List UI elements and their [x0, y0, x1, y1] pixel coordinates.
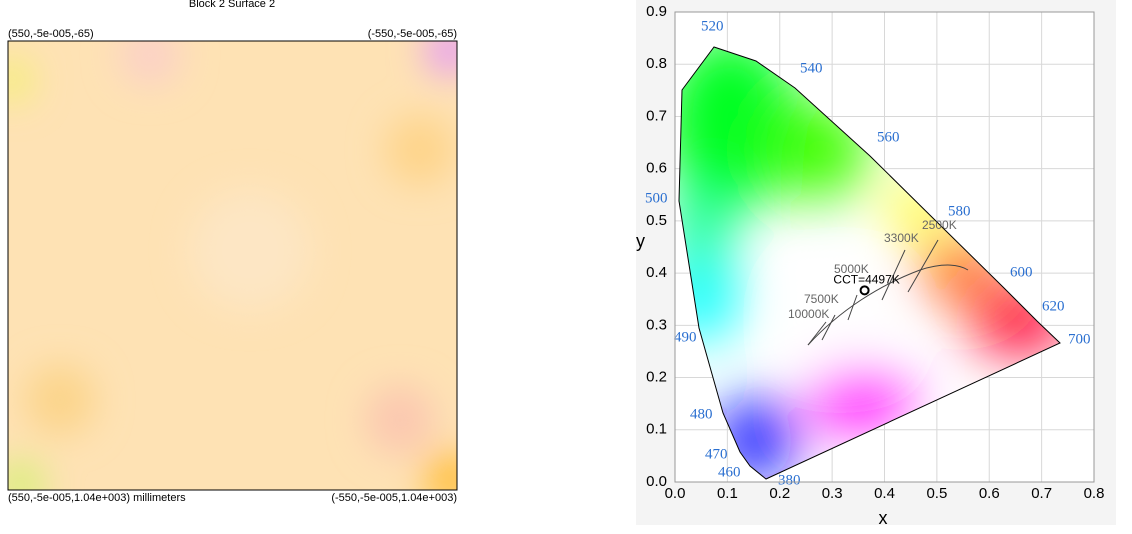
- panel-title: Block 2 Surface 2: [189, 0, 275, 10]
- x-tick-label: 0.8: [1084, 485, 1105, 502]
- y-tick-label: 0.7: [646, 107, 667, 124]
- x-tick-label: 0.5: [926, 485, 947, 502]
- wavelength-label: 500: [645, 190, 668, 206]
- wavelength-label: 600: [1010, 264, 1033, 280]
- x-tick-label: 0.7: [1031, 485, 1052, 502]
- wavelength-label: 460: [718, 464, 741, 480]
- wavelength-label: 480: [690, 406, 713, 422]
- y-tick-label: 0.6: [646, 160, 667, 177]
- wavelength-label: 620: [1042, 298, 1065, 314]
- x-tick-label: 0.2: [769, 485, 790, 502]
- corner-label: (550,-5e-005,-65): [8, 28, 94, 40]
- y-tick-label: 0.9: [646, 3, 667, 20]
- wavelength-label: 540: [800, 60, 823, 76]
- wavelength-label: 520: [701, 18, 724, 34]
- y-axis-label: y: [636, 231, 645, 251]
- corner-label: (-550,-5e-005,-65): [368, 28, 457, 40]
- planckian-locus: [807, 264, 969, 346]
- isotherms: [807, 239, 939, 346]
- y-tick-label: 0.3: [646, 316, 667, 333]
- y-tick-label: 0.5: [646, 212, 667, 229]
- panel-frame: [7, 40, 458, 491]
- y-tick-label: 0.4: [646, 264, 667, 281]
- wavelength-label: 560: [877, 129, 900, 145]
- isotherm-label: 5000K: [834, 262, 869, 276]
- isotherm-label: 3300K: [884, 231, 919, 245]
- x-axis-label: x: [879, 508, 888, 528]
- spectral-locus: [678, 46, 1061, 480]
- corner-label: (-550,-5e-005,1.04e+003): [331, 492, 457, 504]
- y-tick-label: 0.2: [646, 369, 667, 386]
- x-tick-label: 0.0: [665, 485, 686, 502]
- color-map: [8, 41, 457, 490]
- x-tick-label: 0.3: [822, 485, 843, 502]
- wavelength-label: 580: [948, 203, 971, 219]
- wavelength-label: 490: [674, 329, 697, 345]
- isotherm-label: 10000K: [788, 307, 829, 321]
- cct-label: CCT=4497K: [833, 273, 899, 287]
- wavelength-label: 380: [778, 472, 801, 488]
- y-tick-label: 0.0: [646, 473, 667, 490]
- isotherm-label: 7500K: [804, 292, 839, 306]
- x-tick-label: 0.4: [874, 485, 895, 502]
- y-tick-label: 0.8: [646, 55, 667, 72]
- wavelength-label: 700: [1068, 331, 1091, 347]
- cct-point: [859, 285, 870, 296]
- isotherm-label: 2500K: [922, 218, 957, 232]
- x-tick-label: 0.1: [717, 485, 738, 502]
- x-tick-label: 0.6: [979, 485, 1000, 502]
- y-tick-label: 0.1: [646, 421, 667, 438]
- plot-frame: [674, 11, 1095, 483]
- ticks: 0.0 0.1 0.2 0.3 0.4 0.5 0.6 0.7 0.8 0.0 0.1 0.2 0.3 0…: [646, 3, 1104, 502]
- wavelength-label: 470: [705, 446, 728, 462]
- corner-label: (550,-5e-005,1.04e+003) millimeters: [8, 492, 186, 504]
